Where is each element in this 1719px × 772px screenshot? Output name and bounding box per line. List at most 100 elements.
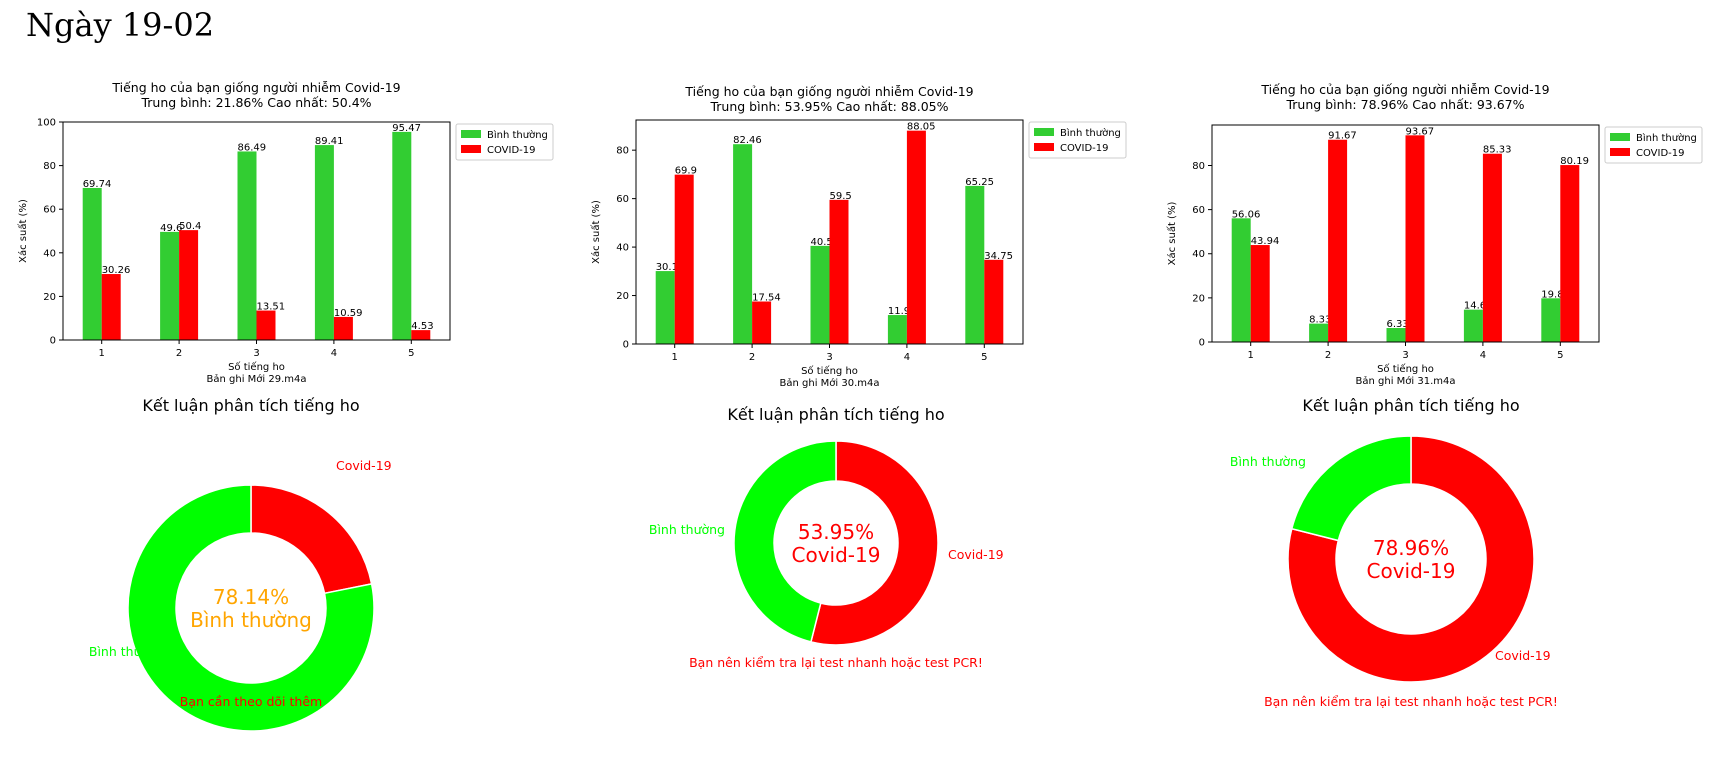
x-tick-label: 1 [672,352,678,363]
data-label: 82.46 [733,135,762,146]
recommendation-text: Bạn nên kiểm tra lại test nhanh hoặc tes… [1264,694,1558,709]
x-tick-label: 5 [1557,350,1563,361]
bar-normal [237,151,257,340]
y-tick-label: 20 [43,292,56,303]
data-label: 49.6 [160,223,182,234]
legend-swatch [1034,143,1054,151]
bar-covid [1250,245,1270,342]
data-label: 34.75 [984,251,1013,262]
x-tick-label: 2 [749,352,755,363]
bar-covid [1405,135,1425,342]
x-axis-label: Số tiếng ho [1377,363,1434,375]
x-axis-sublabel: Bản ghi Mới 30.m4a [780,377,880,389]
x-axis-label: Số tiếng ho [801,365,858,377]
y-tick-label: 20 [1192,293,1205,304]
recommendation-text: Bạn nên kiểm tra lại test nhanh hoặc tes… [689,655,983,670]
pie-center-value: 78.96% [1373,536,1449,560]
pie-slice-covid [250,484,373,595]
bar-covid [1560,165,1580,342]
pie-slice-label: Covid-19 [336,458,392,473]
pie-center-value: 53.95% [798,520,874,544]
x-tick-label: 1 [1248,350,1254,361]
y-tick-label: 60 [43,205,56,216]
pie-slice-normal [127,484,375,732]
y-tick-label: 40 [43,248,56,259]
x-tick-label: 4 [904,352,910,363]
bar-normal [965,185,985,344]
legend-label: Bình thường [487,129,548,141]
y-tick-label: 80 [1192,161,1205,172]
bar-normal [314,145,334,340]
pie-title: Kết luận phân tích tiếng ho [727,405,944,424]
bar-covid [101,274,121,340]
data-label: 89.41 [315,136,344,147]
data-label: 19.81 [1541,289,1570,300]
data-label: 8.33 [1309,315,1331,326]
legend-swatch [1034,128,1054,136]
data-label: 95.47 [392,123,421,134]
x-tick-label: 3 [1402,350,1408,361]
pie-slice-label: Covid-19 [1495,648,1551,663]
bar-normal [160,231,180,340]
bar-covid [179,230,199,340]
x-tick-label: 3 [826,352,832,363]
data-label: 69.9 [675,166,697,177]
pie-center-label: Covid-19 [792,543,881,567]
legend-label: Bình thường [1060,127,1121,139]
pie-chart-2: Kết luận phân tích tiếng ho Covid-19 Bình … [649,405,1004,670]
legend-label: COVID-19 [1636,148,1685,159]
data-label: 14.67 [1464,301,1493,312]
bar-normal [733,144,753,344]
y-tick-label: 0 [50,336,56,347]
bar-chart-1: Tiếng ho của bạn giống người nhiễm Covid… [17,80,554,385]
bar-covid [1328,139,1348,342]
plot-frame [62,121,451,341]
bar-covid [333,316,353,340]
y-axis-label: Xác suất (%) [1166,202,1178,266]
bar-normal [810,245,830,344]
bar-normal [82,187,102,340]
bar-covid [984,259,1004,344]
data-label: 30.26 [102,265,131,276]
y-tick-label: 40 [1192,249,1205,260]
x-tick-label: 5 [408,348,414,359]
data-label: 80.19 [1560,156,1589,167]
y-axis-label: Xác suất (%) [17,199,29,263]
bar-chart-3: Tiếng ho của bạn giống người nhiễm Covid… [1166,82,1703,387]
bar-covid [752,301,772,344]
bar-normal [1231,218,1251,342]
data-label: 86.49 [238,142,267,153]
data-label: 85.33 [1483,145,1512,156]
legend-label: COVID-19 [487,145,536,156]
y-tick-label: 20 [616,291,629,302]
x-axis-sublabel: Bản ghi Mới 29.m4a [207,373,307,385]
bar-covid [256,310,276,340]
chart-subtitle: Trung bình: 78.96% Cao nhất: 93.67% [1285,97,1524,112]
y-tick-label: 80 [616,146,629,157]
pie-chart-1: Kết luận phân tích tiếng ho Covid-19 Bình … [89,396,392,732]
pie-slice-normal [1290,435,1412,542]
chart-title: Tiếng ho của bạn giống người nhiễm Covid… [1260,82,1549,97]
pie-center-label: Covid-19 [1367,559,1456,583]
pie-chart-3: Kết luận phân tích tiếng ho Covid-19 Bình … [1230,396,1558,709]
data-label: 56.06 [1232,209,1261,220]
y-tick-label: 100 [37,118,56,129]
page-title: Ngày 19-02 [26,6,215,44]
bar-chart-2: Tiếng ho của bạn giống người nhiễm Covid… [590,84,1127,389]
y-axis-label: Xác suất (%) [590,200,602,264]
bar-covid [411,330,431,340]
x-axis-sublabel: Bản ghi Mới 31.m4a [1356,375,1456,387]
chart-subtitle: Trung bình: 21.86% Cao nhất: 50.4% [140,95,371,110]
pie-center-value: 78.14% [213,585,289,609]
bar-normal [655,271,675,344]
data-label: 91.67 [1328,131,1357,142]
y-tick-label: 40 [616,243,629,254]
data-label: 6.33 [1387,319,1409,330]
chart-title: Tiếng ho của bạn giống người nhiễm Covid… [111,80,400,95]
data-label: 88.05 [907,122,936,133]
pie-title: Kết luận phân tích tiếng ho [142,396,359,415]
x-tick-label: 4 [1480,350,1486,361]
pie-slice-label: Covid-19 [948,547,1004,562]
data-label: 30.1 [656,262,678,273]
y-tick-label: 0 [1199,338,1205,349]
